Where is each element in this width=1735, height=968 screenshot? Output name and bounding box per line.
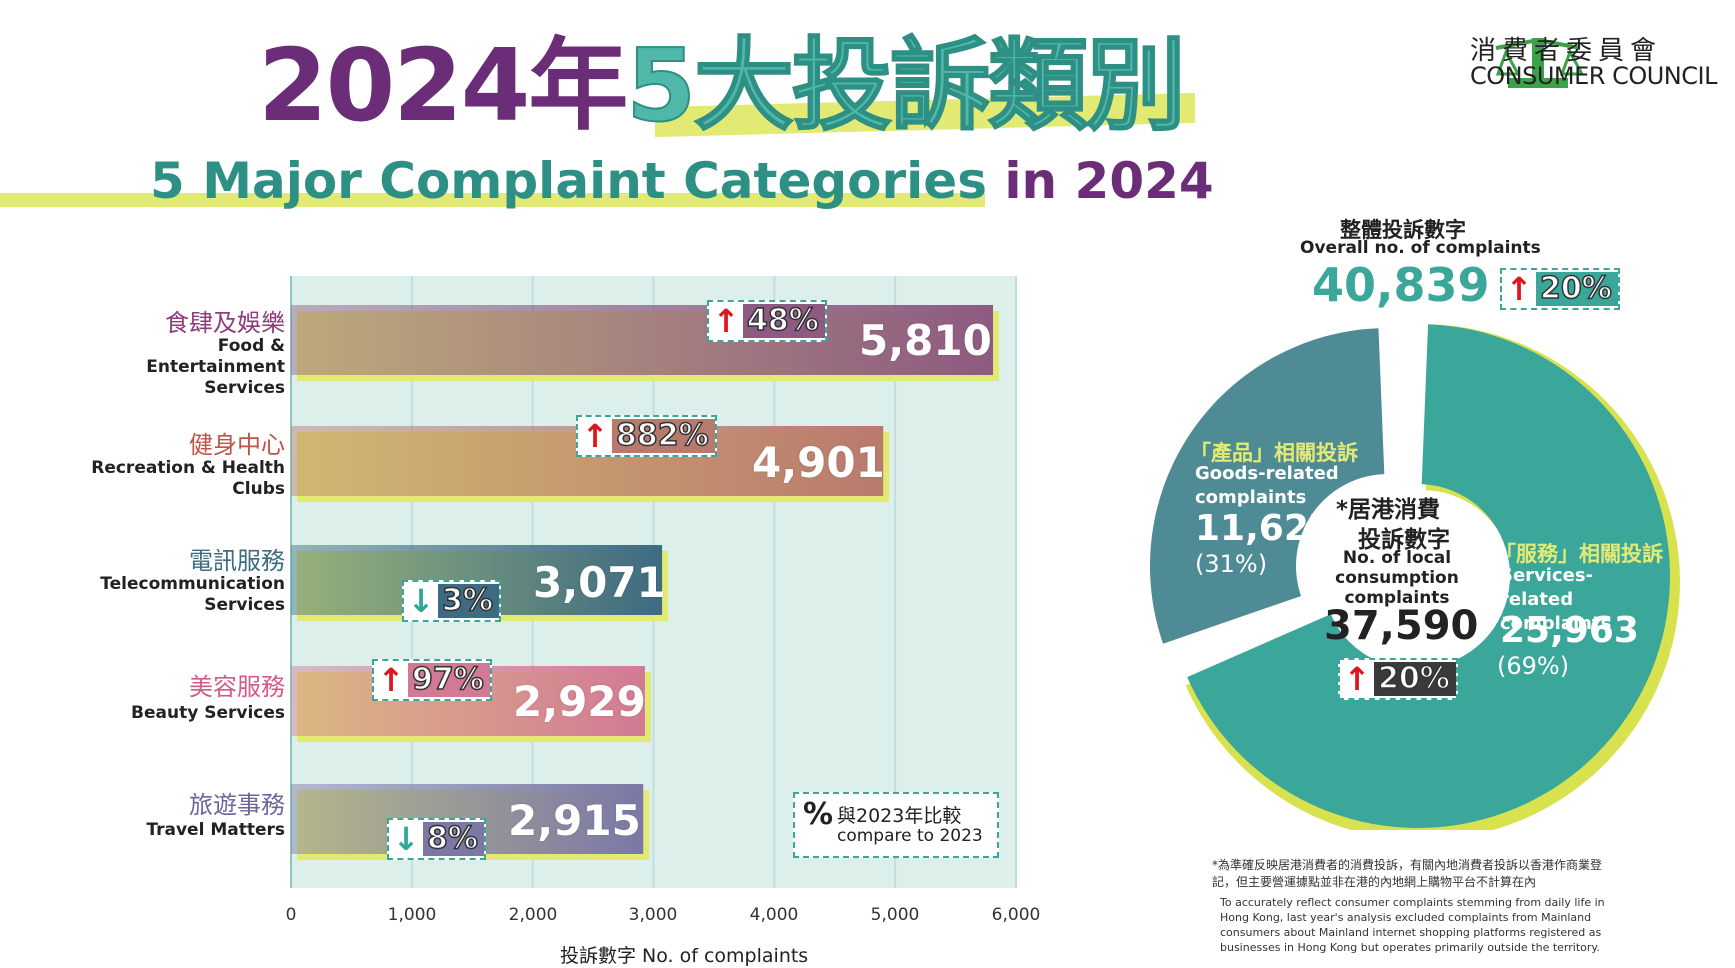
services-label-zh: 「服務」相關投訴 [1495,542,1663,566]
center-change-badge: ↑ 20% [1338,658,1458,700]
change-percent: 97% [408,662,490,697]
overall-change-badge: ↑ 20% [1500,268,1620,310]
center-value: 37,590 [1324,603,1479,649]
page-title-zh: 2024年5大投訴類別 [258,26,1187,145]
goods-slice [1150,328,1385,644]
services-slice [1187,324,1670,828]
logo-text-zh: 消費者委員會 [1470,36,1663,66]
change-percent: 882% [612,418,715,453]
x-tick-label: 5,000 [870,905,920,925]
arrow-up-icon: ↑ [712,302,740,340]
goods-value: 11,627 [1195,508,1334,549]
legend-percent-symbol: % [803,797,834,832]
category-label-zh: 電訊服務 [189,547,285,575]
x-tick-label: 1,000 [387,905,437,925]
category-label-en: Telecommunication Services [100,574,285,615]
donut-center [1324,492,1500,668]
overall-value: 40,839 [1312,258,1490,312]
category-label-zh: 美容服務 [189,673,285,701]
change-percent: 20% [1374,661,1456,696]
x-tick-label: 3,000 [628,905,678,925]
arrow-up-icon: ↑ [1505,270,1533,308]
category-label-zh: 食肆及娛樂 [165,309,285,337]
x-tick-label: 2,000 [508,905,558,925]
category-label-en: Beauty Services [131,703,285,723]
footnote-zh: *為準確反映居港消費者的消費投訴，有關內地消費者投訴以香港作商業登記，但主要營運… [1212,858,1603,889]
x-tick-label: 0 [285,905,297,925]
arrow-up-icon: ↑ [377,661,405,699]
services-value: 25,963 [1500,610,1639,651]
logo-text-en: CONSUMER COUNCIL [1470,62,1717,90]
legend-text-zh: 與2023年比較 [837,805,962,827]
overall-label-zh: 整體投訴數字 [1340,218,1466,242]
change-percent: 3% [438,583,499,618]
arrow-up-icon: ↑ [1343,660,1371,698]
arrow-down-icon: ↓ [392,820,420,858]
category-label-zh: 旅遊事務 [189,791,285,819]
page-title-en: 5 Major Complaint Categories in 2024 [150,152,1214,210]
change-percent: 20% [1536,271,1618,306]
center-label-zh-2: 投訴數字 [1358,527,1450,553]
change-badge: ↓ 8% [387,818,486,860]
bar-value-label: 3,071 [533,558,666,607]
center-label-en: No. of local consumption complaints [1335,548,1459,608]
overall-label-en: Overall no. of complaints [1300,238,1541,258]
bar [291,305,994,375]
category-label-en: Travel Matters [146,820,285,840]
goods-label-en: Goods-related complaints [1195,463,1339,508]
arrow-up-icon: ↑ [581,417,609,455]
title-en-highlight [0,193,985,207]
change-badge: ↓ 3% [402,580,501,622]
consumer-council-logo [1495,37,1585,88]
center-label-zh-1: *居港消費 [1336,497,1441,523]
services-label-en: Services-related complaints [1500,565,1612,634]
bar-value-label: 4,901 [752,438,885,487]
bar-value-label: 2,929 [513,677,646,726]
category-label-en: Food & Entertainment Services [146,336,285,398]
change-badge: ↑ 97% [372,659,492,701]
services-percent: (69%) [1497,652,1570,680]
change-badge: ↑ 882% [576,415,717,457]
x-tick-label: 6,000 [991,905,1041,925]
arrow-down-icon: ↓ [407,582,435,620]
category-label-zh: 健身中心 [189,431,285,459]
donut-chart [1150,324,1680,830]
change-percent: 8% [423,821,484,856]
bar-value-label: 2,915 [508,796,641,845]
goods-label-zh: 「產品」相關投訴 [1190,441,1358,465]
change-badge: ↑ 48% [707,300,827,342]
goods-percent: (31%) [1195,550,1268,578]
legend-text-en: compare to 2023 [837,826,983,846]
x-axis-label: 投訴數字 No. of complaints [560,945,809,967]
footnote-en: To accurately reflect consumer complaint… [1220,896,1605,954]
category-label-en: Recreation & Health Clubs [91,458,285,499]
legend-box [793,792,999,858]
bar-value-label: 5,810 [859,316,992,365]
x-tick-label: 4,000 [749,905,799,925]
change-percent: 48% [743,303,825,338]
